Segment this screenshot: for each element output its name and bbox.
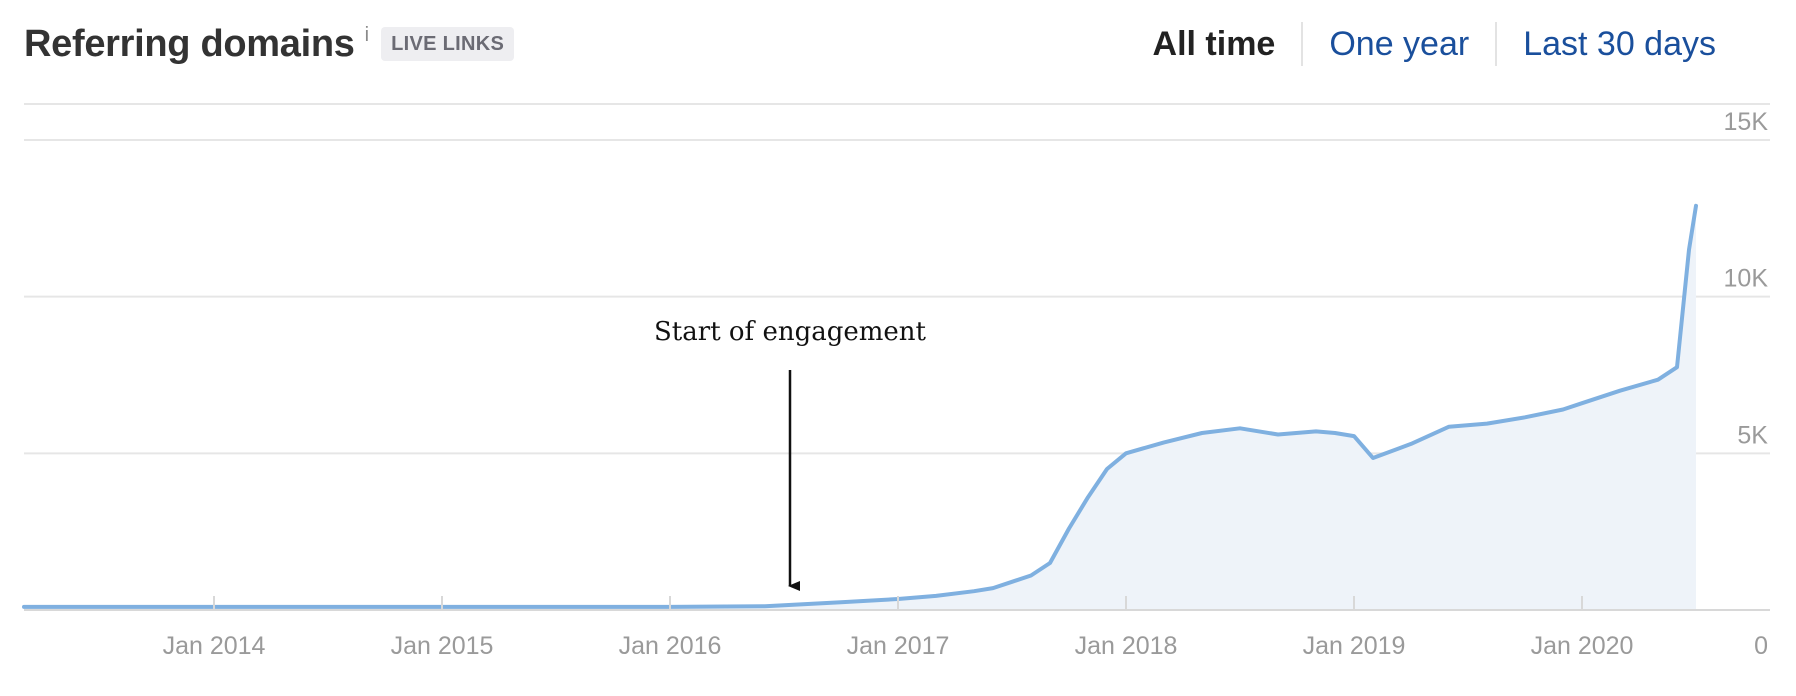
x-tick-label: Jan 2015 bbox=[391, 632, 494, 660]
y-tick-label: 15K bbox=[1724, 108, 1769, 136]
series-area-fill bbox=[24, 205, 1696, 611]
chart-header: Referring domains i LIVE LINKS bbox=[24, 18, 515, 70]
x-tick-label: Jan 2017 bbox=[847, 632, 950, 660]
range-one-year[interactable]: One year bbox=[1301, 22, 1495, 66]
x-axis-ticks: Jan 2014 Jan 2015 Jan 2016 Jan 2017 Jan 2018… bbox=[163, 596, 1634, 660]
annotation: Start of engagement bbox=[654, 317, 927, 591]
x-tick-label: Jan 2014 bbox=[163, 632, 266, 660]
x-tick-label: Jan 2020 bbox=[1531, 632, 1634, 660]
y-tick-label: 10K bbox=[1724, 265, 1769, 293]
x-tick-label: Jan 2019 bbox=[1303, 632, 1406, 660]
chart-title: Referring domains bbox=[24, 22, 355, 65]
info-icon[interactable]: i bbox=[364, 24, 370, 46]
x-tick-label: Jan 2016 bbox=[619, 632, 722, 660]
series-line bbox=[22, 203, 1698, 609]
x-tick-label: Jan 2018 bbox=[1075, 632, 1178, 660]
live-links-badge: LIVE LINKS bbox=[381, 27, 515, 61]
annotation-label: Start of engagement bbox=[654, 317, 927, 347]
time-range-selector: All time One year Last 30 days bbox=[1153, 22, 1716, 66]
range-all-time[interactable]: All time bbox=[1152, 25, 1276, 63]
y-tick-label: 0 bbox=[1754, 632, 1768, 660]
y-tick-label: 5K bbox=[1737, 421, 1768, 449]
y-axis-ticks: 0 5K 10K 15K bbox=[1724, 108, 1769, 660]
range-last-30-days[interactable]: Last 30 days bbox=[1495, 22, 1716, 66]
gridlines bbox=[24, 103, 1770, 455]
